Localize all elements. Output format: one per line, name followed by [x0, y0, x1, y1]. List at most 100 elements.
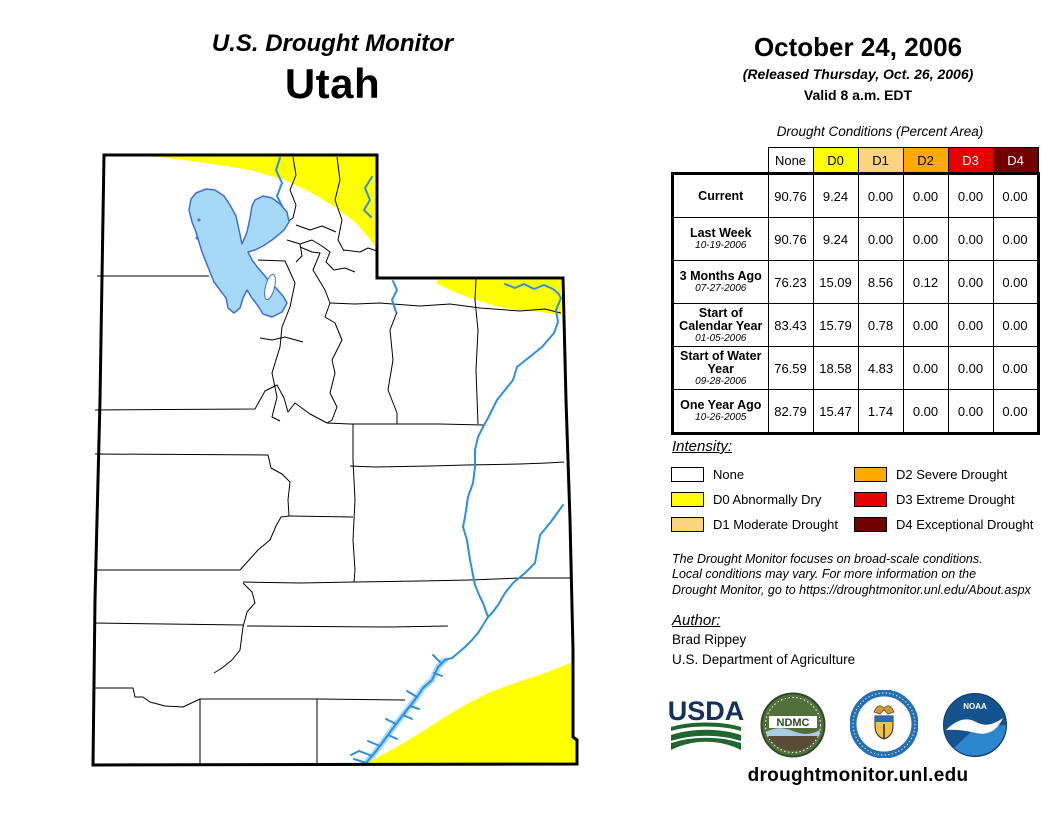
percent-area-value: 0.00 — [947, 346, 994, 390]
disclaimer-line: The Drought Monitor focuses on broad-sca… — [672, 552, 983, 566]
noaa-logo: NOAA — [943, 693, 1007, 757]
row-label: Start of Calendar Year 01-05-2006 — [672, 303, 769, 347]
intensity-heading: Intensity: — [672, 438, 733, 455]
row-date: 09-28-2006 — [695, 375, 747, 387]
percent-area-value: 0.00 — [992, 303, 1039, 347]
percent-area-value: 90.76 — [767, 173, 814, 218]
row-label: Start of Water Year 09-28-2006 — [672, 346, 769, 390]
colorado-river-lower — [365, 616, 489, 764]
noaa-logo-text: NOAA — [963, 702, 987, 711]
lake-powell-arms — [350, 654, 443, 764]
percent-area-value: 0.78 — [857, 303, 904, 347]
green-river-flaming-gorge — [391, 280, 398, 313]
percent-area-value: 0.00 — [902, 389, 949, 434]
percent-area-value: 0.00 — [992, 346, 1039, 390]
bear-river-rich — [363, 176, 373, 218]
legend-item-d2: D2 Severe Drought — [854, 467, 1033, 482]
d0-band-north — [149, 156, 377, 249]
column-header-d3: D3 — [947, 147, 994, 174]
d0-wedge-southeast — [368, 662, 577, 763]
row-date: 01-05-2006 — [695, 332, 747, 344]
percent-area-value: 0.00 — [947, 217, 994, 261]
percent-area-value: 0.00 — [992, 389, 1039, 434]
percent-area-value: 4.83 — [857, 346, 904, 390]
percent-area-value: 15.79 — [812, 303, 859, 347]
percent-area-value: 0.00 — [902, 303, 949, 347]
legend-label: D0 Abnormally Dry — [713, 492, 822, 507]
table-title: Drought Conditions (Percent Area) — [776, 124, 984, 139]
legend-label: D4 Exceptional Drought — [896, 517, 1034, 532]
legend-swatch-d0 — [671, 492, 704, 507]
percent-area-value: 18.58 — [812, 346, 859, 390]
usda-furrow-icon — [670, 735, 742, 743]
table-header-row: None D0 D1 D2 D3 D4 — [672, 147, 1039, 174]
percent-area-value: 82.79 — [767, 389, 814, 434]
valid-time: Valid 8 a.m. EDT — [803, 87, 913, 103]
column-header-none: None — [767, 147, 814, 174]
row-date: 10-26-2005 — [695, 412, 747, 423]
percent-area-value: 9.24 — [812, 173, 859, 218]
lake-islet — [195, 236, 199, 240]
legend-swatch-d3 — [854, 492, 887, 507]
legend-swatch-none — [671, 467, 704, 482]
percent-area-value: 9.24 — [812, 217, 859, 261]
table-row: Current 90.76 9.24 0.00 0.00 0.00 0.00 — [672, 173, 1039, 218]
percent-area-value: 76.59 — [767, 346, 814, 390]
intensity-legend: None D0 Abnormally Dry D1 Moderate Drought… — [671, 462, 1033, 537]
ndmc-banner — [769, 716, 817, 728]
commerce-seal-logo — [850, 690, 918, 758]
table-row: Last Week 10-19-2006 90.76 9.24 0.00 0.00 0.00… — [672, 217, 1039, 261]
percent-area-value: 83.43 — [767, 303, 814, 347]
row-date: 07-27-2006 — [695, 283, 747, 294]
percent-area-value: 0.12 — [902, 260, 949, 304]
legend-item-d0: D0 Abnormally Dry — [671, 492, 854, 507]
row-label: Current — [672, 173, 769, 218]
commerce-lighthouse-icon — [883, 724, 885, 738]
green-river — [462, 283, 562, 618]
usda-logo-text: USDA — [668, 698, 744, 726]
state-name-title: Utah — [284, 60, 381, 107]
percent-area-value: 0.00 — [857, 173, 904, 218]
column-header-d4: D4 — [992, 147, 1039, 174]
column-header-d1: D1 — [857, 147, 904, 174]
ndmc-wave-icon — [766, 728, 820, 736]
percent-area-value: 0.00 — [902, 217, 949, 261]
percent-area-value: 0.00 — [992, 173, 1039, 218]
map-date: October 24, 2006 — [753, 32, 963, 62]
ndmc-ring-text — [765, 697, 821, 753]
commerce-eagle-icon — [873, 705, 895, 715]
legend-swatch-d2 — [854, 467, 887, 482]
percent-area-value: 0.00 — [947, 389, 994, 434]
table-row: 3 Months Ago 07-27-2006 76.23 15.09 8.56 0.12… — [672, 260, 1039, 304]
percent-area-value: 76.23 — [767, 260, 814, 304]
utah-state-fill — [93, 155, 577, 765]
row-label: One Year Ago 10-26-2005 — [672, 389, 769, 434]
table-row: Start of Water Year 09-28-2006 76.59 18.58 4… — [672, 346, 1039, 390]
table-corner-cell — [672, 147, 768, 174]
legend-swatch-d1 — [671, 517, 704, 532]
legend-item-d1: D1 Moderate Drought — [671, 517, 854, 532]
row-date: 10-19-2006 — [695, 240, 747, 251]
drought-conditions-table: None D0 D1 D2 D3 D4 Current 90.76 9.24 0.00 0.00 0… — [671, 147, 1040, 435]
percent-area-value: 0.00 — [947, 303, 994, 347]
table-row: Start of Calendar Year 01-05-2006 83.43 15.… — [672, 303, 1039, 347]
ndmc-logo-text: NDMC — [777, 717, 810, 729]
percent-area-value: 0.00 — [992, 217, 1039, 261]
row-label: Last Week 10-19-2006 — [672, 217, 769, 261]
commerce-ring-text — [852, 692, 916, 756]
legend-swatch-d4 — [854, 517, 887, 532]
page-title: U.S. Drought Monitor — [211, 30, 454, 57]
column-header-d0: D0 — [812, 147, 859, 174]
percent-area-value: 0.00 — [947, 260, 994, 304]
release-date: (Released Thursday, Oct. 26, 2006) — [742, 66, 974, 82]
commerce-shield-chief — [875, 716, 893, 722]
ndmc-logo: NDMC — [760, 692, 826, 758]
colorado-river-upper — [487, 504, 564, 618]
disclaimer-line: Local conditions may vary. For more info… — [672, 567, 977, 582]
usda-field-icon — [671, 729, 741, 750]
legend-label: D2 Severe Drought — [896, 467, 1008, 482]
percent-area-value: 0.00 — [947, 173, 994, 218]
disclaimer-text: The Drought Monitor focuses on broad-sca… — [672, 552, 1056, 598]
legend-item-d4: D4 Exceptional Drought — [854, 517, 1033, 532]
